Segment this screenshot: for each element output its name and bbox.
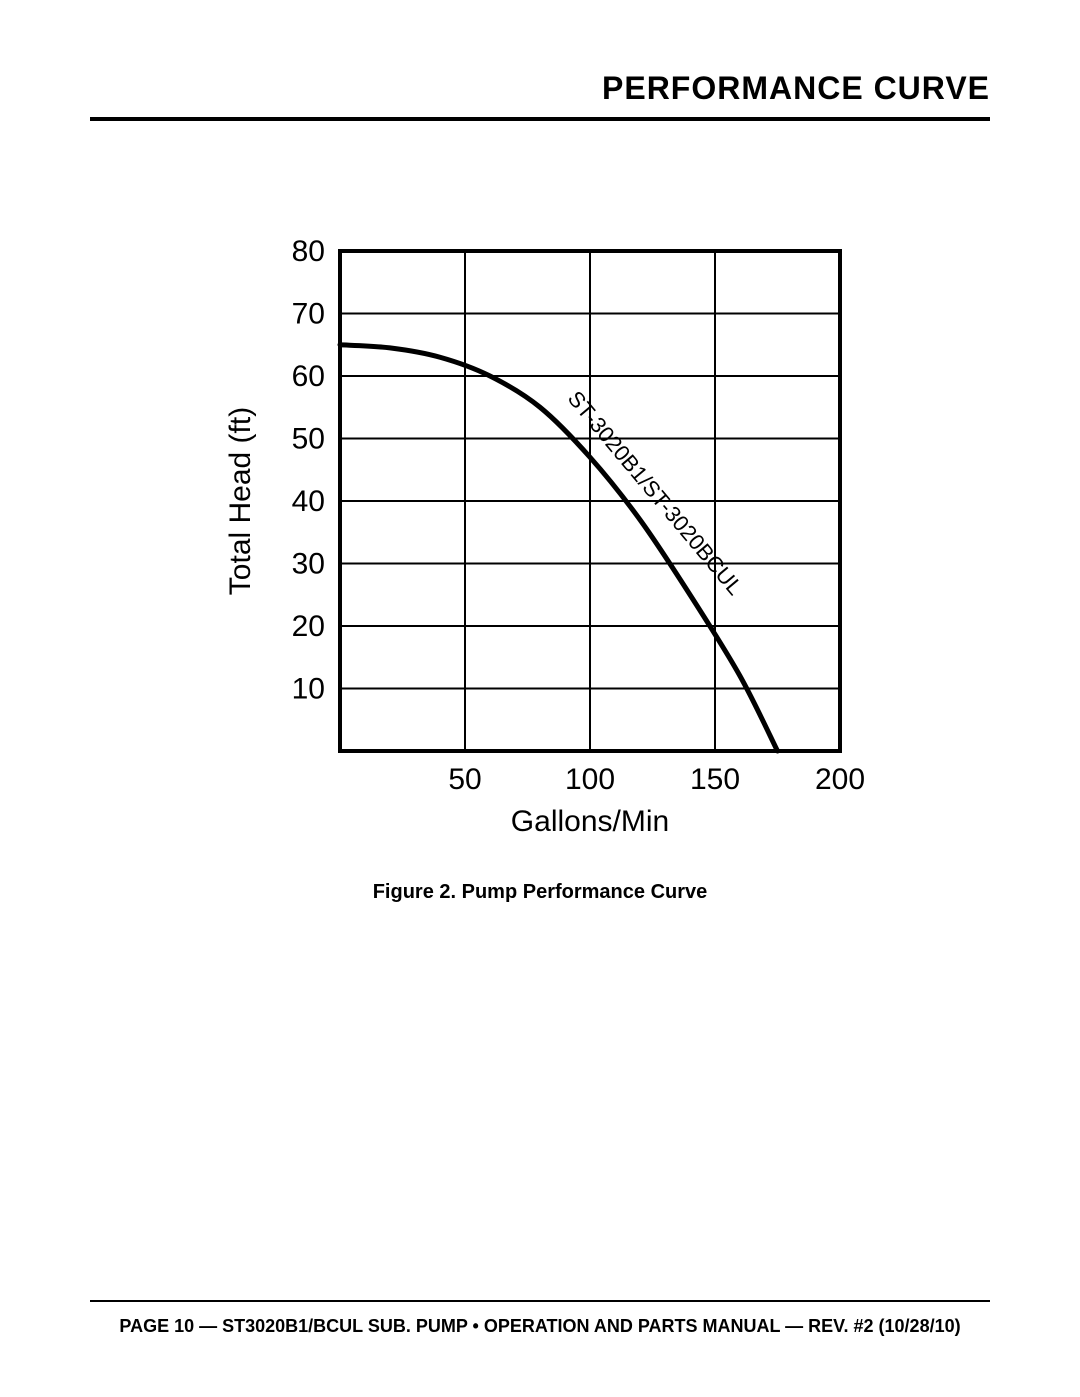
svg-text:80: 80 (292, 235, 325, 268)
svg-text:40: 40 (292, 485, 325, 518)
svg-text:150: 150 (690, 763, 740, 796)
svg-text:60: 60 (292, 360, 325, 393)
footer-text: PAGE 10 — ST3020B1/BCUL SUB. PUMP • OPER… (90, 1316, 990, 1337)
svg-text:30: 30 (292, 548, 325, 581)
svg-text:50: 50 (448, 763, 481, 796)
svg-text:10: 10 (292, 673, 325, 706)
page-container: PERFORMANCE CURVE 50 100 150 200 10 20 30 40 50 6… (0, 0, 1080, 1397)
performance-curve-chart: 50 100 150 200 10 20 30 40 50 60 70 80 Gallons/Min To… (190, 211, 890, 851)
header-rule (90, 117, 990, 121)
page-title: PERFORMANCE CURVE (90, 70, 990, 107)
svg-text:50: 50 (292, 423, 325, 456)
chart-wrap: 50 100 150 200 10 20 30 40 50 60 70 80 Gallons/Min To… (90, 211, 990, 851)
svg-text:70: 70 (292, 298, 325, 331)
svg-text:200: 200 (815, 763, 865, 796)
svg-text:Total Head (ft): Total Head (ft) (224, 407, 257, 595)
svg-text:100: 100 (565, 763, 615, 796)
svg-text:20: 20 (292, 610, 325, 643)
footer-rule (90, 1300, 990, 1302)
figure-caption: Figure 2. Pump Performance Curve (90, 881, 990, 904)
svg-text:Gallons/Min: Gallons/Min (511, 805, 669, 838)
